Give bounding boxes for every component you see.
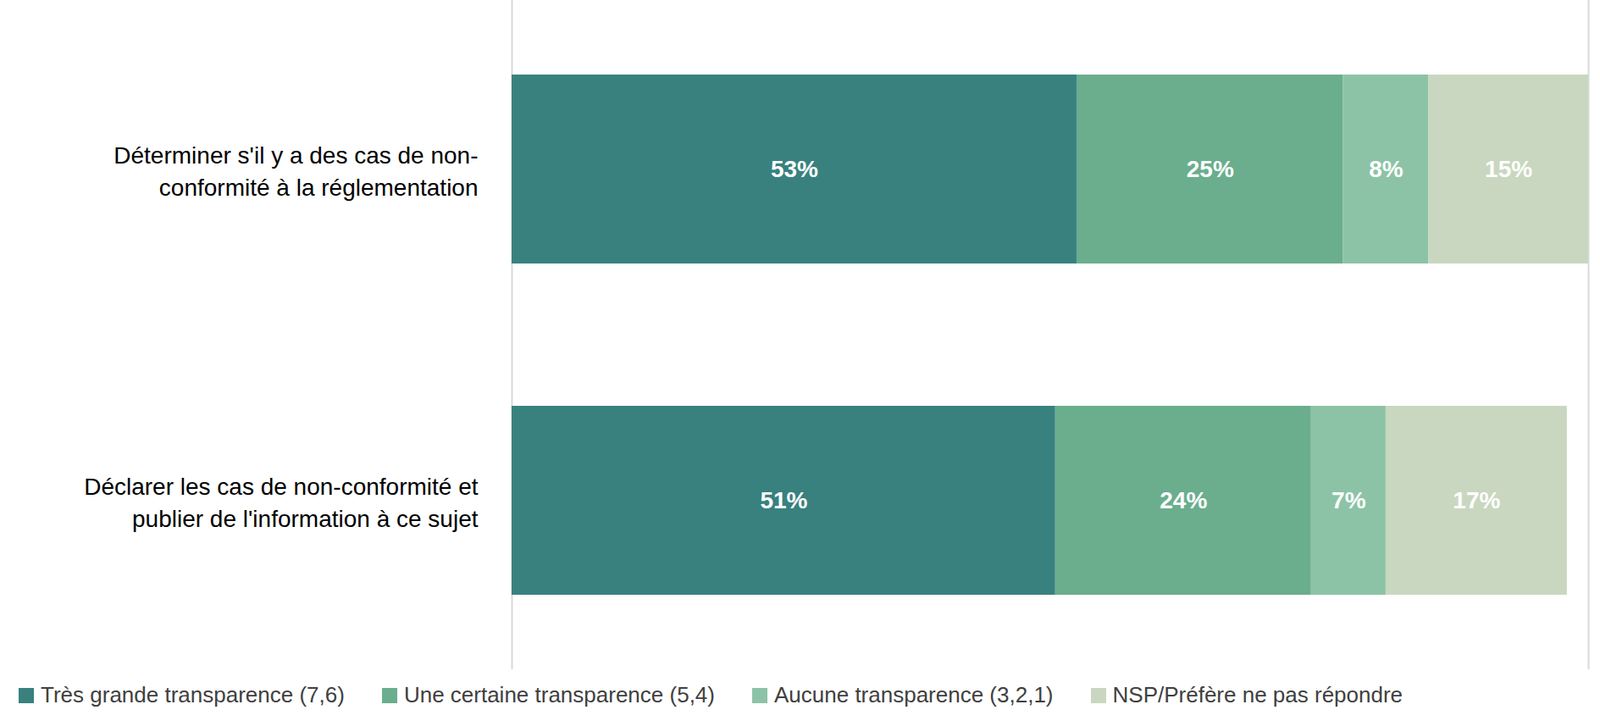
svg-text:Déclarer les cas de non-confor: Déclarer les cas de non-conformité etpub…: [83, 473, 479, 532]
svg-text:51%: 51%: [759, 487, 808, 514]
html-text:Une certaine transparence (5,4: Une certaine transparence (5,4): [403, 681, 715, 708]
svg-text:7%: 7%: [1331, 487, 1367, 514]
html-text:Très grande transparence (7,6): Très grande transparence (7,6): [40, 681, 345, 708]
svg-text:15%: 15%: [1484, 155, 1533, 183]
svg-text:53%: 53%: [770, 155, 819, 183]
html-text:Aucune transparence (3,2,1): Aucune transparence (3,2,1): [774, 681, 1054, 708]
svg-text:24%: 24%: [1159, 487, 1207, 514]
svg-text:8%: 8%: [1368, 155, 1404, 183]
svg-text:17%: 17%: [1452, 487, 1501, 514]
svg-text:Déterminer s'il y a des cas de: Déterminer s'il y a des cas de non-confo…: [113, 142, 478, 201]
html-text:NSP/Préfère ne pas répondre: NSP/Préfère ne pas répondre: [1112, 681, 1403, 708]
svg-text:25%: 25%: [1186, 155, 1235, 183]
